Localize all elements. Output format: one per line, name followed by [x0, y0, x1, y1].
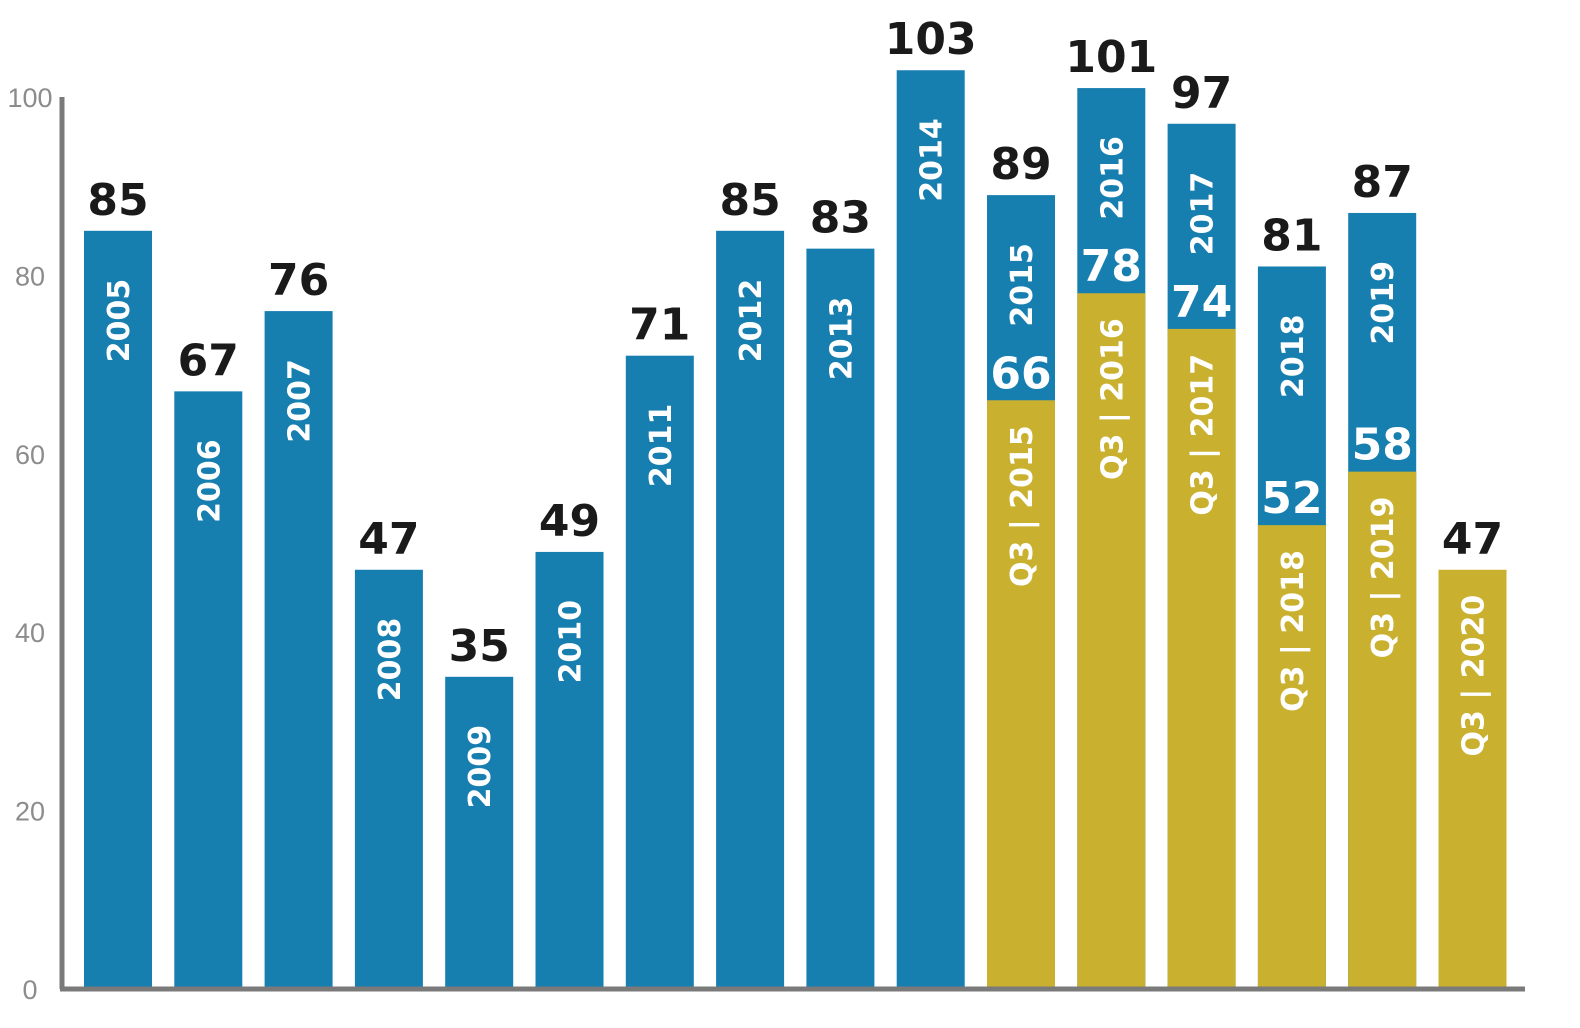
bar-q3-label: Q3 | 2018 [1276, 550, 1311, 712]
bar-q3 [1438, 569, 1507, 989]
value-label: 81 [1261, 210, 1322, 261]
value-label: 67 [178, 335, 239, 386]
bar-full-year [535, 551, 604, 989]
value-label: 85 [719, 175, 780, 226]
bar-year-label: 2009 [463, 725, 498, 809]
y-tick-label: 40 [15, 618, 45, 648]
value-label: 35 [449, 621, 510, 672]
value-label: 89 [990, 139, 1051, 190]
bar-q3 [1348, 471, 1417, 989]
value-label: 47 [358, 514, 419, 565]
bar-q3 [987, 400, 1055, 989]
bar-full-year [354, 569, 423, 989]
bar-full-year [806, 248, 875, 989]
y-axis-ticks: 0 20 40 60 80 100 [7, 83, 52, 1005]
y-tick-label: 20 [15, 797, 45, 827]
bar-q3 [1077, 293, 1146, 989]
bar-q3 [1167, 328, 1236, 989]
value-label: 49 [539, 496, 600, 547]
q3-value-label: 52 [1261, 473, 1322, 524]
q3-value-label: 66 [990, 348, 1051, 399]
bars [84, 70, 1507, 990]
bar-full-year [264, 311, 333, 990]
bar-q3-label: Q3 | 2020 [1457, 595, 1492, 757]
value-label: 76 [268, 255, 329, 306]
bar-year-label: 2019 [1366, 261, 1401, 345]
bar-q3-label: Q3 | 2017 [1186, 354, 1221, 516]
bar-full-year [174, 391, 243, 989]
bar-year-label: 2012 [734, 279, 769, 363]
bar-full-year [445, 676, 514, 989]
bar-year-label: 2017 [1186, 172, 1221, 256]
bar-q3 [1257, 525, 1326, 989]
axes [59, 97, 1525, 992]
value-label: 101 [1065, 32, 1157, 83]
value-label: 103 [885, 14, 977, 65]
bar-full-year [84, 230, 152, 990]
y-tick-label: 60 [15, 440, 45, 470]
value-label: 83 [810, 193, 871, 244]
bar-full-year [716, 230, 785, 990]
y-tick-label: 80 [15, 261, 45, 291]
bar-q3-label: Q3 | 2019 [1366, 497, 1401, 659]
y-tick-label: 100 [7, 83, 52, 113]
q3-value-label: 78 [1081, 241, 1142, 292]
bar-year-label: 2016 [1095, 136, 1130, 220]
y-tick-label: 0 [22, 975, 37, 1005]
bar-year-label: 2014 [915, 118, 950, 201]
q3-value-label: 74 [1171, 277, 1232, 328]
bar-q3-label: Q3 | 2015 [1005, 425, 1040, 587]
bar-year-label: 2018 [1276, 314, 1311, 398]
labels: 2005 85 2006 67 2007 76 2008 47 2009 35 2010 49 2011… [87, 14, 1503, 808]
bar-year-label: 2007 [283, 359, 318, 443]
bar-year-label: 2010 [554, 600, 589, 684]
bar-year-label: 2006 [192, 439, 227, 523]
q3-highlight-value-label: 47 [1442, 514, 1503, 565]
bar-year-label: 2015 [1005, 243, 1040, 327]
bar-full-year [625, 355, 694, 989]
value-label: 85 [87, 175, 148, 226]
bar-year-label: 2013 [824, 297, 859, 381]
q3-value-label: 58 [1352, 420, 1413, 471]
bar-full-year [896, 70, 965, 990]
value-label: 87 [1352, 157, 1413, 208]
bar-year-label: 2005 [102, 279, 137, 363]
bar-year-label: 2011 [644, 404, 679, 488]
value-label: 97 [1171, 68, 1232, 119]
bar-year-label: 2008 [373, 618, 408, 702]
value-label: 71 [629, 300, 690, 351]
bar-q3-label: Q3 | 2016 [1095, 318, 1130, 480]
